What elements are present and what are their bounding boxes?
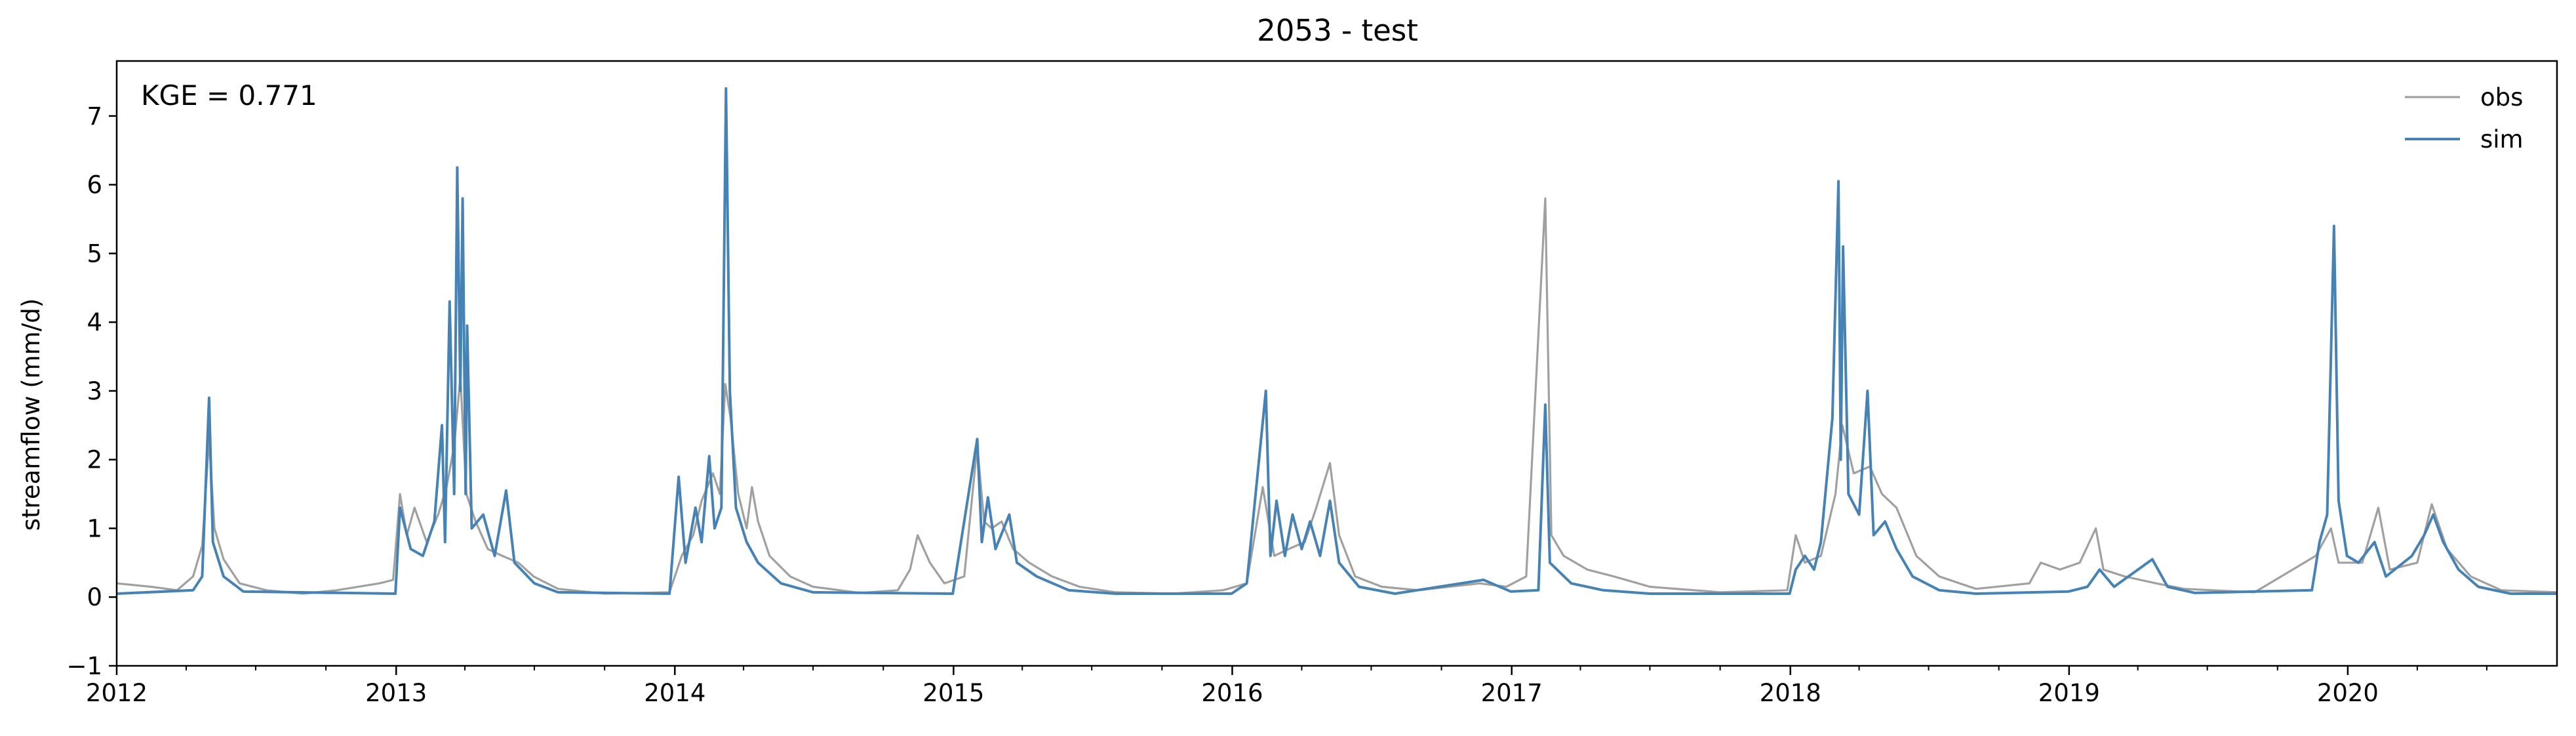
axes-frame <box>115 60 2558 667</box>
series-line-sim <box>117 87 2557 595</box>
y-tick-label: 7 <box>87 102 102 131</box>
y-tick-label: 5 <box>87 239 102 268</box>
y-tick-label: 2 <box>87 446 102 474</box>
y-tick-label: 3 <box>87 377 102 405</box>
plot-area: −1 0 1 2 3 4 5 6 7 2012 2013 2014 2015 2016 2017 2018 20… <box>66 60 2558 707</box>
x-tick-label: 2018 <box>1760 679 1821 707</box>
y-tick-label: −1 <box>66 652 102 680</box>
y-tick-label: 1 <box>87 514 102 542</box>
chart-title: 2053 - test <box>1257 13 1418 48</box>
x-tick-label: 2019 <box>2038 679 2100 707</box>
y-tick-label: 0 <box>87 583 102 611</box>
kge-annotation: KGE = 0.771 <box>141 79 317 112</box>
y-tick-label: 6 <box>87 171 102 199</box>
x-tick-label: 2015 <box>922 679 984 707</box>
x-tick-label: 2014 <box>644 679 705 707</box>
y-axis-label: streamflow (mm/d) <box>17 298 45 531</box>
x-tick-label: 2020 <box>2317 679 2379 707</box>
x-tick-label: 2017 <box>1481 679 1543 707</box>
x-tick-label: 2013 <box>365 679 427 707</box>
legend-label-sim: sim <box>2480 125 2524 153</box>
x-tick-label: 2012 <box>86 679 148 707</box>
legend-label-obs: obs <box>2480 83 2523 112</box>
series-line-obs <box>117 197 2557 595</box>
y-tick-label: 4 <box>87 308 102 337</box>
legend: obs sim <box>2405 83 2524 153</box>
x-tick-label: 2016 <box>1201 679 1263 707</box>
